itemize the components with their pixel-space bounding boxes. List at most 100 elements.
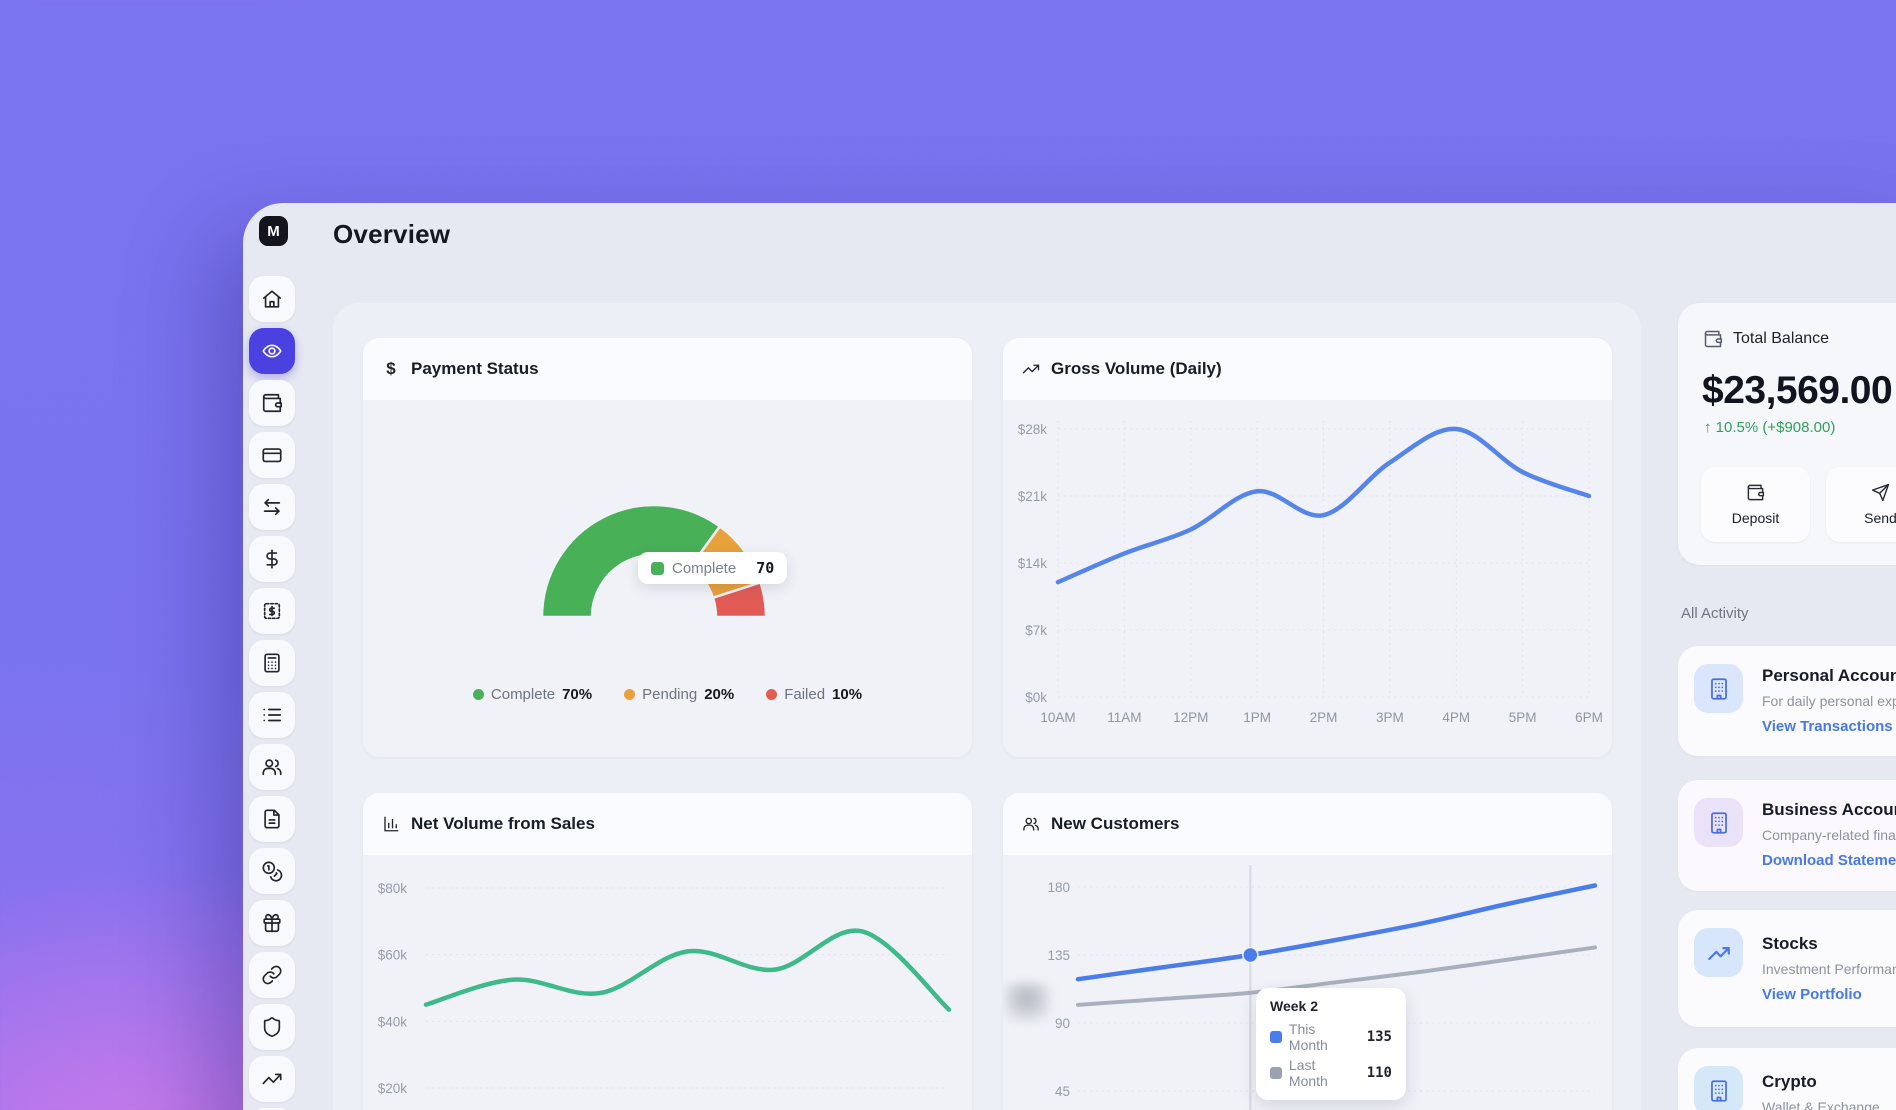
svg-text:90: 90 [1055, 1016, 1070, 1031]
last-month-swatch [1270, 1067, 1282, 1079]
svg-text:$60k: $60k [378, 948, 408, 963]
wallet-icon [1704, 330, 1723, 348]
card-title: Gross Volume (Daily) [1051, 359, 1222, 378]
sidebar-item-trending-up[interactable] [249, 1056, 295, 1102]
legend-item-pending: Pending 20% [624, 686, 734, 703]
sidebar-item-calculator[interactable] [249, 640, 295, 686]
balance-label: Total Balance [1733, 330, 1830, 347]
sidebar-item-transfer-arrows[interactable] [249, 484, 295, 530]
activity-title: Business Account [1762, 800, 1896, 819]
svg-text:12PM: 12PM [1173, 710, 1208, 725]
legend-label: Pending [642, 686, 698, 703]
svg-text:$20k: $20k [378, 1081, 408, 1096]
activity-item-business-account[interactable]: Business Account Company-related finance… [1678, 780, 1896, 891]
svg-text:$0k: $0k [1025, 690, 1047, 705]
link-icon [262, 965, 282, 985]
net-volume-card: Net Volume from Sales $20k $40k $60k $80k [363, 793, 972, 1110]
send-button[interactable]: Send [1826, 467, 1896, 542]
tooltip-value: 110 [1366, 1065, 1392, 1081]
svg-text:$80k: $80k [378, 881, 408, 896]
svg-text:$7k: $7k [1025, 623, 1047, 638]
week-tooltip: Week 2 This Month 135 Last Month 110 [1256, 988, 1406, 1100]
dollar-icon: $ [386, 359, 396, 378]
sidebar-item-eye[interactable] [249, 328, 295, 374]
sidebar-item-wallet[interactable] [249, 380, 295, 426]
new-customers-header: New Customers [1003, 793, 1612, 855]
tooltip-label: This Month [1288, 1021, 1328, 1053]
activity-subtitle: Company-related finances [1762, 827, 1896, 843]
gross-volume-line-chart[interactable]: $0k $7k $14k $21k $28k 10AM 11AM 12PM 1PM 2PM 3PM 4… [1003, 400, 1612, 757]
view-transactions-link[interactable]: View Transactions [1762, 718, 1893, 735]
svg-text:10AM: 10AM [1040, 710, 1075, 725]
gauge-tooltip: Complete 70 [638, 552, 788, 584]
svg-text:135: 135 [1047, 948, 1070, 963]
trending-up-icon [1022, 360, 1040, 378]
card-title: Payment Status [411, 359, 539, 378]
tooltip-value: 135 [1366, 1029, 1392, 1045]
activity-item-stocks[interactable]: Stocks Investment Performance View Portf… [1678, 910, 1896, 1027]
complete-dot-icon [472, 689, 484, 700]
sidebar-item-shield[interactable] [249, 1004, 295, 1050]
activity-subtitle: Investment Performance [1762, 961, 1896, 977]
sidebar-item-gift[interactable] [249, 900, 295, 946]
new-customers-card: New Customers 45 90 135 180 Week 2 This Mon… [1003, 793, 1612, 1110]
gift-icon [263, 913, 281, 933]
app-logo[interactable]: M [259, 216, 288, 246]
legend-item-complete: Complete 70% [472, 686, 593, 703]
this-month-swatch [1270, 1031, 1282, 1043]
credit-card-icon [262, 448, 282, 463]
eye-icon [262, 344, 282, 358]
legend-label: Complete [490, 686, 556, 703]
svg-text:$40k: $40k [378, 1014, 408, 1029]
sidebar-item-home[interactable] [249, 276, 295, 322]
users-icon [1022, 815, 1040, 833]
activity-subtitle: Wallet & Exchange [1762, 1099, 1880, 1110]
dollar-icon [266, 549, 278, 569]
download-statements-link[interactable]: Download Statements [1762, 852, 1896, 869]
shield-icon [263, 1017, 281, 1037]
activity-subtitle: For daily personal expenses [1762, 693, 1896, 709]
tooltip-value: 70 [756, 559, 775, 577]
activity-item-crypto[interactable]: Crypto Wallet & Exchange [1678, 1048, 1896, 1110]
svg-text:180: 180 [1047, 880, 1070, 895]
tooltip-row-this-month: This Month 135 [1270, 1021, 1392, 1053]
list-icon [263, 708, 282, 722]
sidebar-item-dollar[interactable] [249, 536, 295, 582]
coins-icon [262, 861, 283, 882]
legend-value: 10% [832, 686, 863, 703]
legend-value: 70% [562, 686, 593, 703]
svg-text:3PM: 3PM [1376, 710, 1404, 725]
svg-text:$14k: $14k [1018, 556, 1048, 571]
svg-text:$28k: $28k [1018, 422, 1048, 437]
activity-item-personal-account[interactable]: Personal Account For daily personal expe… [1678, 646, 1896, 756]
total-balance-card: Total Balance $23,569.00 ↑ 10.5% (+$908.… [1678, 303, 1896, 565]
sidebar-item-list[interactable] [249, 692, 295, 738]
activity-title: Stocks [1762, 934, 1818, 953]
sidebar-item-credit-card[interactable] [249, 432, 295, 478]
sidebar-item-invoice[interactable] [249, 588, 295, 634]
balance-amount: $23,569.00 [1702, 369, 1893, 412]
tooltip-swatch [651, 561, 664, 575]
document-icon [264, 809, 280, 829]
calculator-icon [264, 653, 280, 673]
sidebar-item-users[interactable] [249, 744, 295, 790]
sidebar-item-link[interactable] [249, 952, 295, 998]
building-icon [1694, 664, 1743, 713]
payment-status-header: $ Payment Status [363, 338, 972, 400]
sidebar-item-device[interactable] [249, 1108, 295, 1110]
deposit-button[interactable]: Deposit [1701, 467, 1810, 542]
new-customers-line-chart[interactable]: 45 90 135 180 [1003, 855, 1612, 1110]
building-icon [1694, 1066, 1743, 1110]
blurred-artifact [1004, 983, 1050, 1021]
net-volume-line-chart[interactable]: $20k $40k $60k $80k [363, 855, 972, 1110]
sidebar-item-document[interactable] [249, 796, 295, 842]
view-portfolio-link[interactable]: View Portfolio [1762, 986, 1862, 1003]
svg-text:11AM: 11AM [1107, 710, 1141, 725]
sidebar-item-coins[interactable] [249, 848, 295, 894]
balance-actions: Deposit Send [1701, 467, 1896, 542]
trending-up-icon [1694, 928, 1743, 977]
payment-status-card: $ Payment Status Complete 70 Complete 70… [363, 338, 972, 757]
activity-title: Personal Account [1762, 666, 1896, 685]
wallet-icon [262, 393, 282, 413]
